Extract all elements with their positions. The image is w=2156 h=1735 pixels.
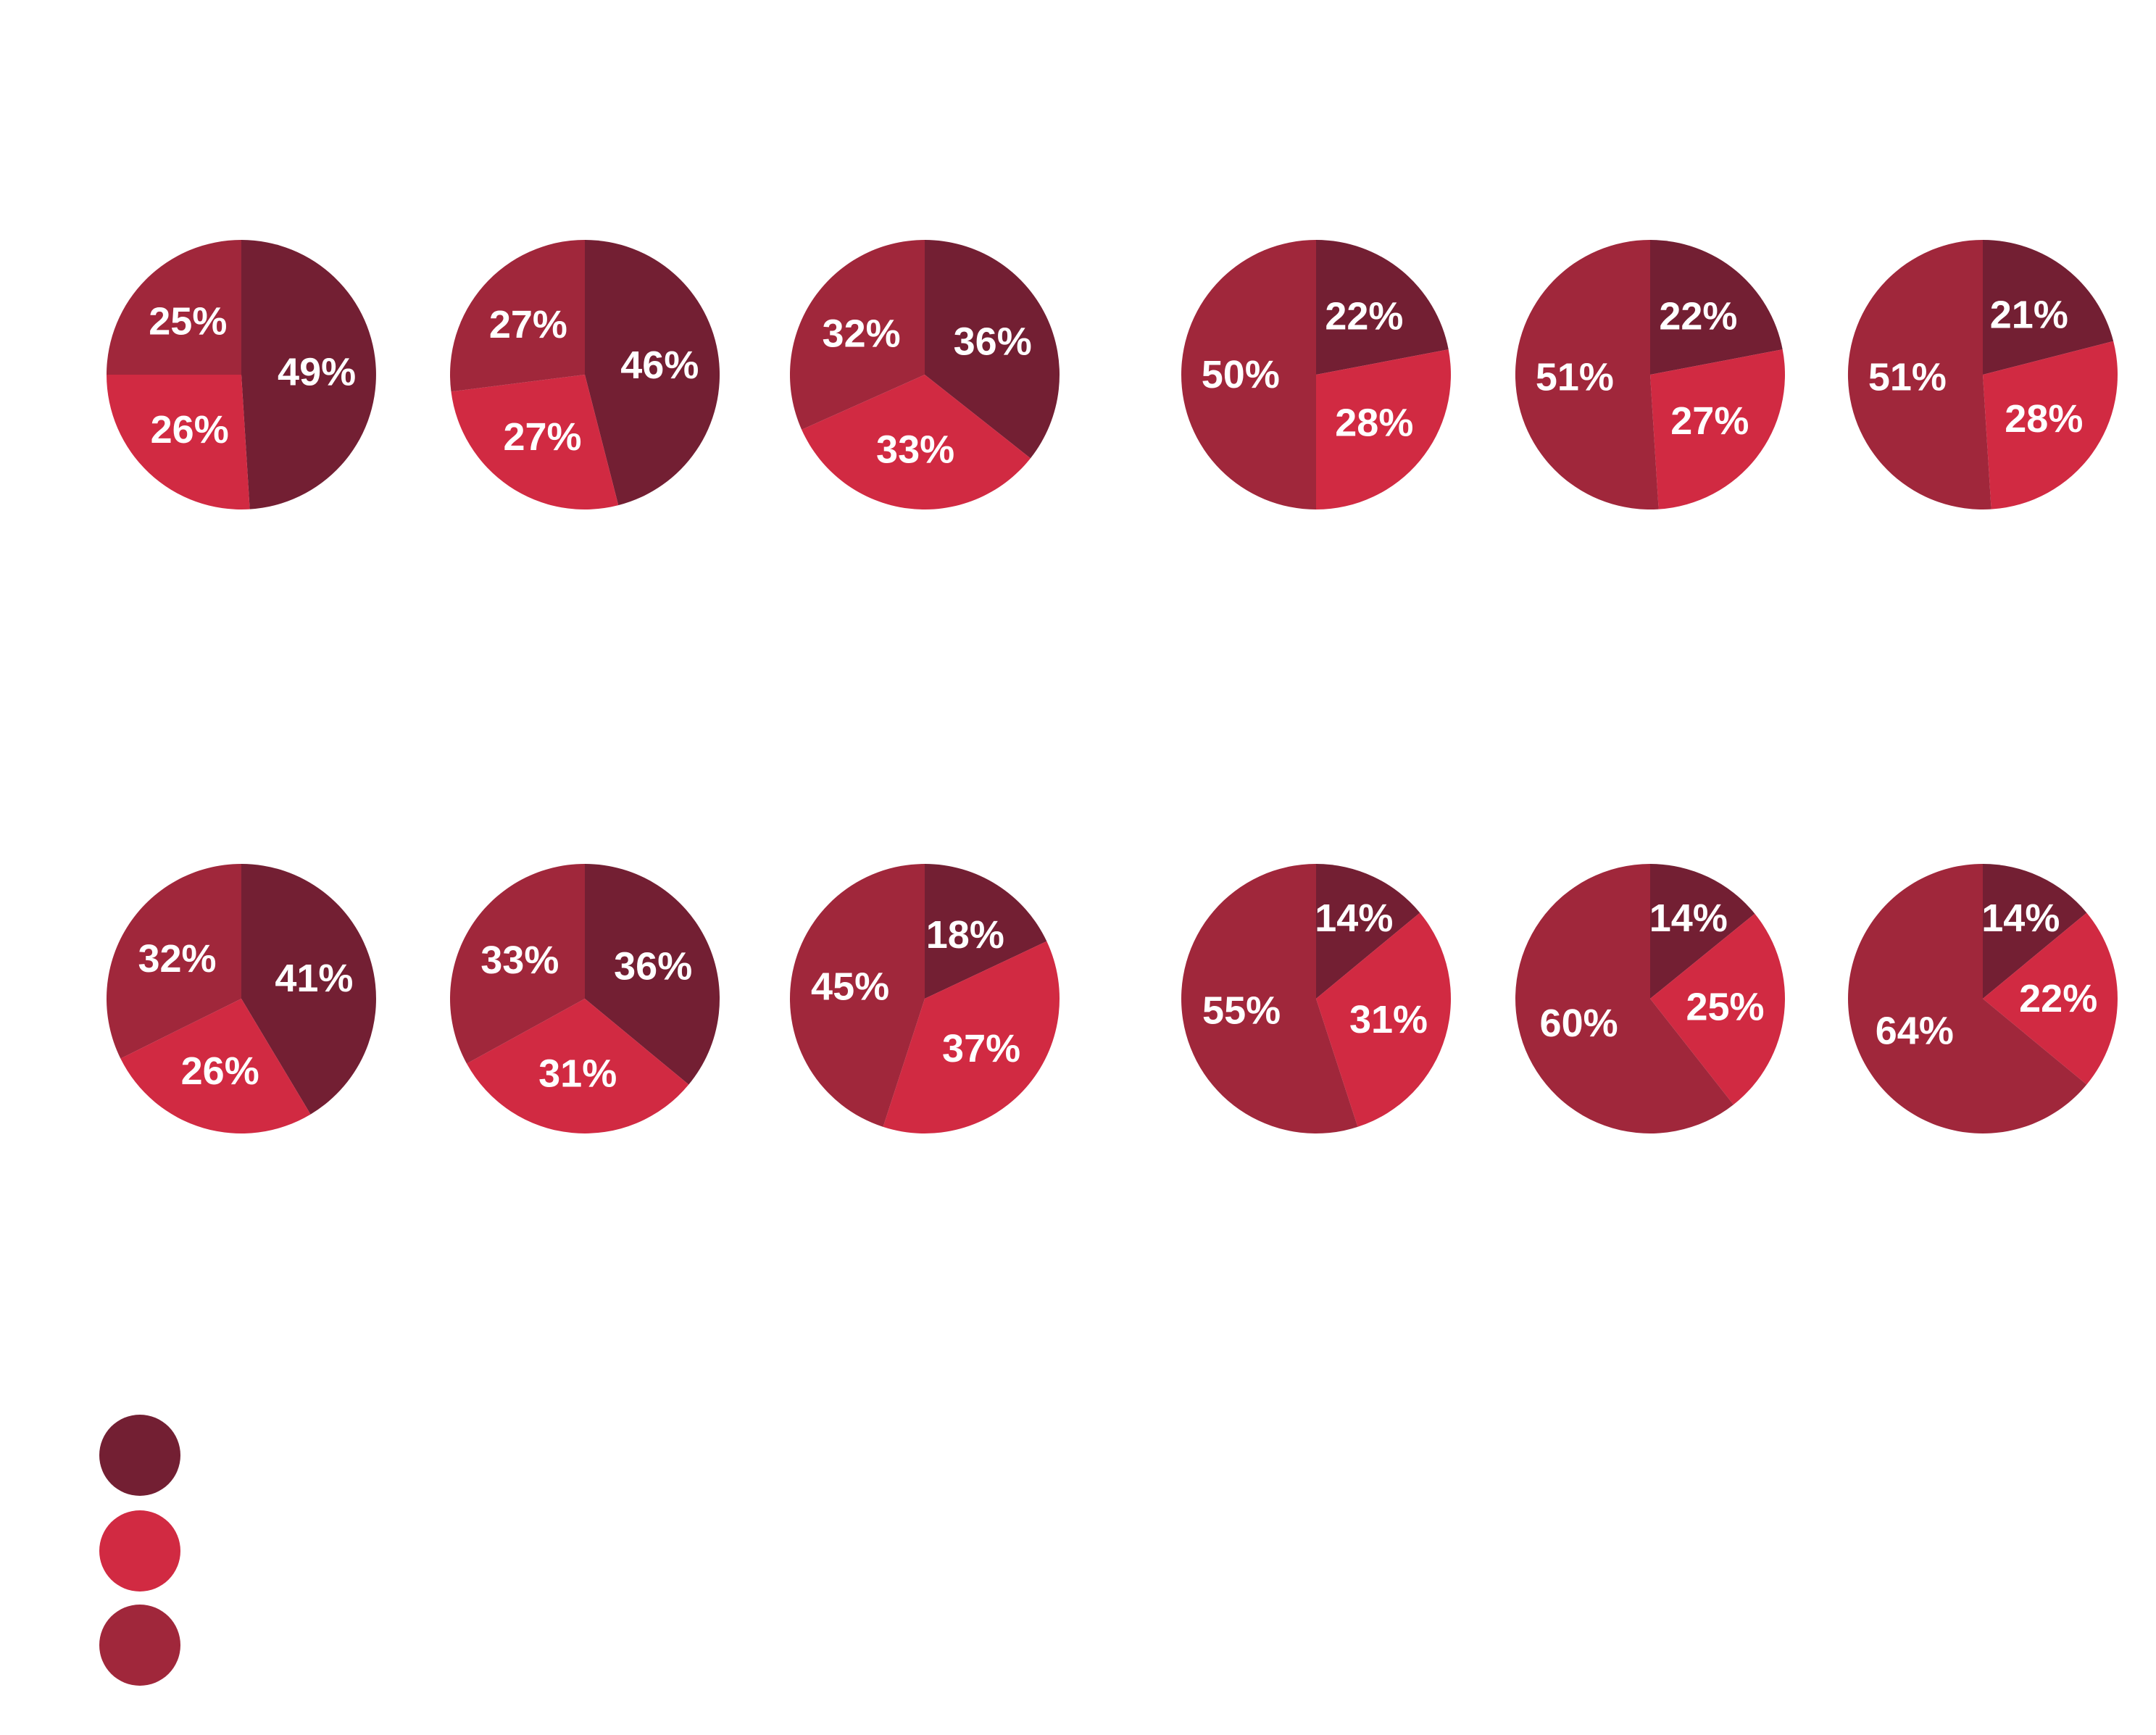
legend: [99, 1415, 180, 1686]
pie-3-label-series-2: 33%: [876, 428, 954, 471]
pie-10-label-series-1: 14%: [1315, 896, 1393, 940]
pie-3: 36% 33% 32%: [790, 240, 1060, 509]
pie-6-slice-series-2: [1983, 341, 2118, 509]
pie-1-slice-series-2: [107, 375, 250, 509]
pie-4-slice-series-1: [1316, 240, 1449, 375]
pie-5-label-series-3: 51%: [1536, 355, 1614, 399]
pie-1-slice-series-3: [107, 240, 241, 375]
pie-11-label-series-1: 14%: [1649, 896, 1728, 940]
pie-3-slice-series-2: [802, 375, 1031, 509]
pie-5-slice-series-2: [1650, 349, 1786, 509]
pie-8-label-series-2: 31%: [538, 1052, 617, 1096]
pie-11-label-series-2: 25%: [1686, 986, 1764, 1029]
pie-9-slice-series-2: [883, 941, 1060, 1134]
pie-11-slice-series-3: [1515, 864, 1733, 1133]
pie-5-slice-series-1: [1650, 240, 1783, 375]
legend-swatch-series-1: [99, 1415, 180, 1496]
pie-2-label-series-2: 27%: [503, 415, 581, 459]
pie-1-slice-series-1: [241, 240, 376, 509]
pie-1-label-series-1: 49%: [278, 351, 356, 394]
pie-8-slice-series-1: [585, 864, 720, 1085]
pie-5-label-series-1: 22%: [1659, 295, 1737, 338]
pie-2-label-series-3: 27%: [489, 303, 567, 346]
pie-7-slice-series-1: [241, 864, 376, 1115]
pie-6-label-series-2: 28%: [2005, 397, 2083, 441]
pie-9-label-series-1: 18%: [926, 913, 1004, 957]
pie-2-slice-series-2: [451, 375, 619, 510]
legend-swatch-series-3: [99, 1605, 180, 1686]
pie-2: 46% 27% 27%: [450, 240, 720, 510]
pie-6-label-series-3: 51%: [1868, 355, 1947, 399]
pie-10-label-series-2: 31%: [1349, 998, 1428, 1041]
pie-9-slice-series-3: [789, 864, 925, 1127]
pie-2-slice-series-3: [450, 240, 585, 392]
pie-7-label-series-1: 41%: [275, 957, 353, 1000]
pie-3-slice-series-1: [925, 240, 1060, 459]
pie-6-label-series-1: 21%: [1990, 294, 2068, 337]
pie-2-label-series-1: 46%: [620, 344, 699, 387]
pie-12-label-series-3: 64%: [1876, 1009, 1954, 1052]
pie-11-slice-series-2: [1650, 913, 1785, 1105]
pie-10-slice-series-1: [1316, 863, 1420, 999]
pie-1: 49% 26% 25%: [107, 240, 376, 509]
pie-1-label-series-2: 26%: [151, 408, 229, 452]
pie-12-label-series-2: 22%: [2019, 977, 2097, 1020]
pie-4-slice-series-2: [1316, 349, 1452, 509]
pie-6: 21% 28% 51%: [1847, 240, 2118, 509]
pie-7: 41% 26% 32%: [107, 864, 376, 1133]
pie-12-label-series-1: 14%: [1981, 896, 2060, 940]
pie-10-slice-series-2: [1316, 912, 1452, 1127]
pie-3-slice-series-3: [790, 240, 925, 430]
pie-2-slice-series-1: [585, 240, 720, 506]
pie-3-label-series-3: 32%: [823, 312, 901, 355]
pie-12: 14% 22% 64%: [1848, 863, 2118, 1134]
pie-9: 18% 37% 45%: [789, 864, 1060, 1134]
pie-8-label-series-1: 36%: [614, 945, 692, 989]
pie-4-label-series-3: 50%: [1202, 353, 1280, 396]
pie-11: 14% 25% 60%: [1515, 864, 1785, 1133]
pie-5-label-series-2: 27%: [1670, 399, 1749, 443]
pie-11-label-series-3: 60%: [1540, 1002, 1618, 1045]
pie-5: 22% 27% 51%: [1515, 239, 1786, 509]
pie-4: 22% 28% 50%: [1181, 240, 1452, 509]
pie-9-label-series-2: 37%: [942, 1027, 1020, 1070]
legend-swatch-series-2: [99, 1510, 180, 1592]
pie-5-slice-series-3: [1515, 239, 1659, 509]
pie-8-slice-series-2: [467, 999, 689, 1134]
pie-7-label-series-3: 32%: [138, 937, 216, 981]
pie-4-slice-series-3: [1181, 240, 1316, 509]
pie-7-label-series-2: 26%: [181, 1049, 259, 1093]
pie-9-slice-series-1: [925, 864, 1047, 999]
pie-8-label-series-3: 33%: [480, 939, 559, 982]
pie-12-slice-series-3: [1848, 864, 2087, 1134]
pie-10-label-series-3: 55%: [1202, 989, 1281, 1032]
pie-9-label-series-3: 45%: [811, 965, 889, 1009]
pie-6-slice-series-1: [1983, 240, 2114, 375]
pie-12-slice-series-2: [1983, 912, 2118, 1085]
pie-7-slice-series-3: [107, 864, 241, 1059]
pie-8: 36% 31% 33%: [450, 864, 720, 1134]
pie-4-label-series-1: 22%: [1325, 295, 1403, 338]
pie-3-label-series-1: 36%: [954, 320, 1032, 364]
pie-12-slice-series-1: [1983, 863, 2087, 999]
pie-6-slice-series-3: [1847, 240, 1991, 509]
pie-8-slice-series-3: [450, 864, 585, 1064]
pie-1-label-series-3: 25%: [149, 299, 227, 343]
pie-11-slice-series-1: [1650, 864, 1755, 999]
pie-10: 14% 31% 55%: [1181, 863, 1452, 1133]
pie-4-label-series-2: 28%: [1335, 401, 1413, 444]
pie-10-slice-series-3: [1181, 864, 1358, 1133]
pie-7-slice-series-2: [120, 999, 311, 1133]
